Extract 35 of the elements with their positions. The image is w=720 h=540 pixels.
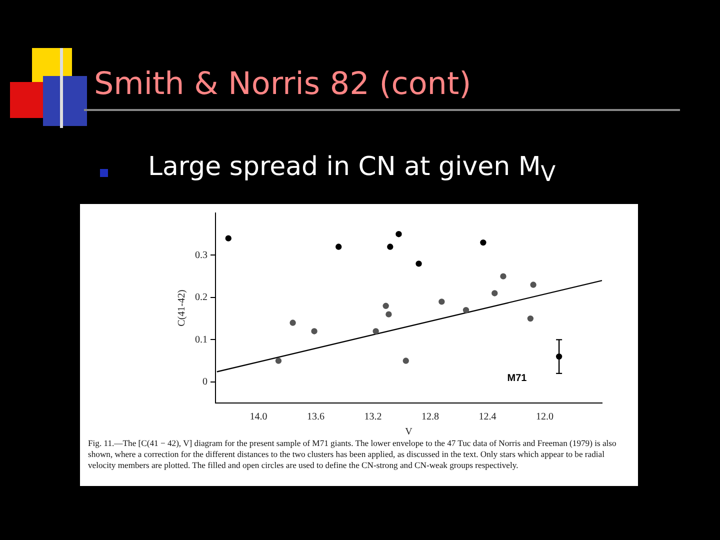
point: [372, 328, 379, 334]
y-axis-title: C(41-42): [176, 290, 188, 326]
chart-title: Smith & Norris 82 (cont): [94, 66, 472, 102]
point: [225, 235, 232, 242]
point: [462, 307, 470, 314]
point: [336, 244, 342, 250]
y-tick-label: 0: [202, 376, 208, 388]
x-tick-label: 12.4: [478, 412, 496, 423]
x-tick-label: 12.8: [421, 412, 439, 423]
point: [386, 311, 392, 318]
y-tick-label: 0.2: [195, 292, 208, 304]
caption: Fig. 11.—The [C(41 − 42), V] diagram for the present sample of M71 giants. The lower envelope to the 47 Tuc data of Norris and Freeman (1979) is also shown, where a correction for the different distances to the two clusters has been applied, as discussed in the text. Only stars which appear to be radial velocity members are plotted. The filled and open circles are used to define the CN-strong and CN-weak groups respectively.: [88, 438, 618, 471]
point: [527, 315, 534, 322]
point: [382, 302, 389, 309]
point: [480, 239, 486, 246]
point: [530, 282, 536, 288]
x-axis-title: V: [405, 426, 414, 438]
x-tick-label: 13.6: [306, 412, 324, 423]
point: [416, 260, 422, 267]
annotation: M71: [507, 373, 528, 384]
x-tick-label: 12.0: [536, 412, 554, 423]
point: [500, 273, 506, 280]
point: [402, 358, 409, 364]
point: [396, 231, 402, 238]
point: [387, 244, 394, 250]
point: [438, 298, 445, 305]
y-tick-label: 0.3: [195, 250, 208, 261]
y-tick-label: 0.1: [195, 334, 208, 346]
point: [311, 328, 318, 334]
x-tick-label: 14.0: [250, 412, 268, 423]
point: [275, 358, 282, 364]
x-tick-label: 13.2: [364, 412, 382, 423]
point: [290, 320, 296, 326]
chart-subtitle: Large spread in CN at given M$_{V}$: [148, 152, 556, 188]
point: [492, 290, 498, 296]
